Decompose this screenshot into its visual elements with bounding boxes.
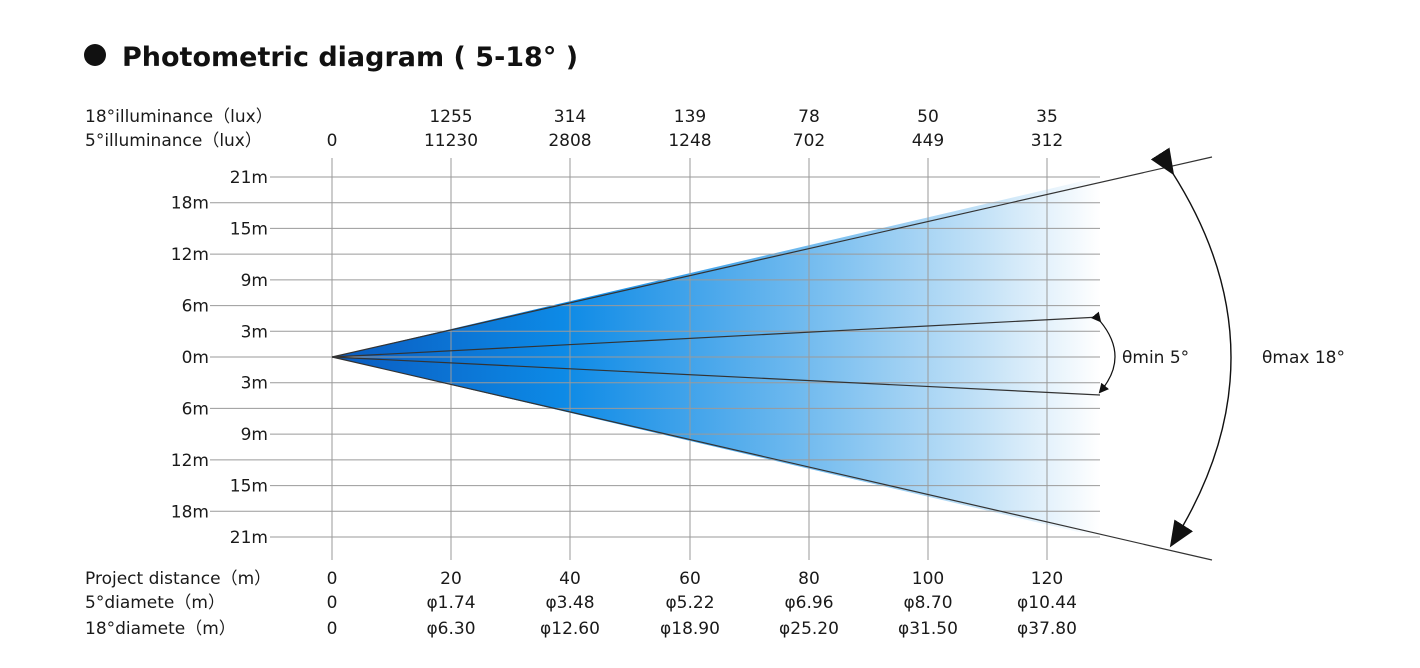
bottom-row-value: φ5.22	[665, 593, 714, 613]
top-row-label: 5°illuminance（lux）	[85, 131, 262, 151]
bottom-row-value: 20	[440, 569, 462, 589]
top-row-value: 139	[674, 107, 706, 127]
y-tick-label: 3m	[241, 322, 268, 342]
angle-max-arc	[1150, 147, 1232, 548]
y-tick-label: 9m	[241, 425, 268, 445]
y-tick-label: 18m	[171, 502, 209, 522]
bottom-row-value: 0	[327, 619, 338, 639]
top-row-value: 702	[793, 131, 825, 151]
top-row-value: 449	[912, 131, 944, 151]
beam-5-upper-edge	[331, 316, 1101, 358]
y-tick-label: 12m	[171, 245, 209, 265]
bottom-row-value: φ6.96	[784, 593, 833, 613]
top-row-value: 314	[554, 107, 586, 127]
row-labels: 18°illuminance（lux） 5°illuminance（lux） Pro…	[85, 107, 273, 639]
angle-min-label: θmin 5°	[1122, 348, 1189, 368]
y-tick-label: 21m	[230, 528, 268, 548]
title-bullet-icon	[84, 44, 106, 66]
y-axis-labels: 21m 18m 15m 12m 9m 6m 3m 0m 3m 6m 9m 12m 15m 18m 21m	[171, 168, 268, 548]
bottom-row-value: 100	[912, 569, 944, 589]
bottom-row-label: 5°diamete（m）	[85, 593, 225, 613]
bottom-row-value: 40	[559, 569, 581, 589]
top-row-value: 312	[1031, 131, 1063, 151]
bottom-row-label: Project distance（m）	[85, 569, 271, 589]
y-tick-label: 18m	[171, 194, 209, 214]
grid	[210, 158, 1100, 560]
top-row-value: 2808	[548, 131, 591, 151]
bottom-row-value: φ8.70	[903, 593, 952, 613]
bottom-row-value: φ31.50	[898, 619, 958, 639]
beam-18-lower-edge	[331, 356, 1213, 561]
top-row-value: 1255	[429, 107, 472, 127]
y-tick-label: 6m	[182, 399, 209, 419]
top-row-value: 50	[917, 107, 939, 127]
top-row-value: 11230	[424, 131, 478, 151]
beam-18-upper-edge	[331, 156, 1213, 358]
bottom-row-value: φ12.60	[540, 619, 600, 639]
top-row-value: 78	[798, 107, 820, 127]
top-row-label: 18°illuminance（lux）	[85, 107, 273, 127]
top-row-value: 35	[1036, 107, 1058, 127]
bottom-row-value: 0	[327, 593, 338, 613]
bottom-row-value: φ3.48	[545, 593, 594, 613]
y-tick-label: 15m	[230, 219, 268, 239]
y-tick-label: 3m	[241, 374, 268, 394]
angle-max-label: θmax 18°	[1262, 348, 1345, 368]
top-row-value: 0	[327, 131, 338, 151]
bottom-row-value: 80	[798, 569, 820, 589]
bottom-row-value: φ18.90	[660, 619, 720, 639]
bottom-row-label: 18°diamete（m）	[85, 619, 236, 639]
bottom-row-value: φ1.74	[426, 593, 475, 613]
bottom-row-value: φ10.44	[1017, 593, 1077, 613]
top-row-value: 1248	[668, 131, 711, 151]
row-values: 1255 314 139 78 50 35 0 11230 2808 1248 702 449 312 0…	[327, 107, 1077, 639]
page-title: Photometric diagram ( 5-18° )	[122, 42, 578, 73]
bottom-row-value: 60	[679, 569, 701, 589]
angle-min-arc	[1091, 311, 1116, 394]
bottom-row-value: φ6.30	[426, 619, 475, 639]
beam-5-lower-edge	[331, 356, 1101, 396]
y-tick-label: 6m	[182, 297, 209, 317]
bottom-row-value: 120	[1031, 569, 1063, 589]
y-tick-label: 21m	[230, 168, 268, 188]
bottom-row-value: φ25.20	[779, 619, 839, 639]
bottom-row-value: 0	[327, 569, 338, 589]
y-tick-label: 9m	[241, 271, 268, 291]
y-tick-label: 15m	[230, 477, 268, 497]
y-tick-label: 12m	[171, 451, 209, 471]
y-tick-label: 0m	[182, 348, 209, 368]
bottom-row-value: φ37.80	[1017, 619, 1077, 639]
